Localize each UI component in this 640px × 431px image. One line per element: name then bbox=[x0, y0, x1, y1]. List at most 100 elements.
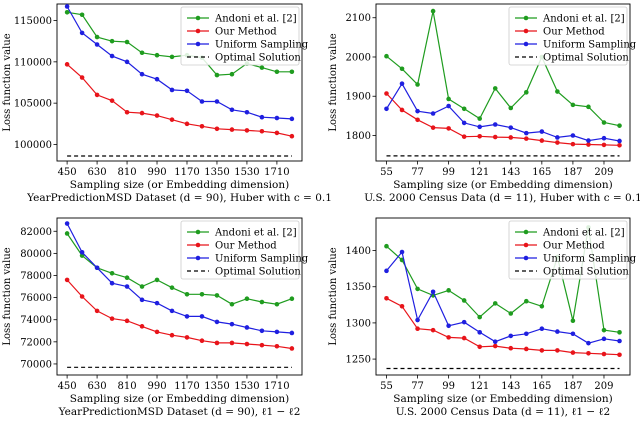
legend: Andoni et al. [2] Our Method Uniform Sampl… bbox=[180, 6, 309, 66]
data-point bbox=[184, 121, 190, 127]
data-point bbox=[384, 106, 389, 112]
legend-marker bbox=[195, 255, 201, 261]
x-tick-label: 990 bbox=[147, 167, 166, 178]
data-point bbox=[184, 335, 190, 340]
data-point bbox=[64, 277, 70, 283]
data-point bbox=[539, 348, 545, 353]
chart-caption: YearPredictionMSD Dataset (d = 90), Hube… bbox=[26, 192, 332, 204]
y-tick-label: 1900 bbox=[346, 92, 371, 103]
legend-marker bbox=[523, 242, 529, 248]
plot-frame bbox=[375, 217, 631, 376]
data-point bbox=[289, 296, 295, 302]
data-point bbox=[477, 330, 482, 335]
legend-entry: Uniform Sampling bbox=[543, 254, 637, 265]
chart-caption: YearPredictionMSD Dataset (d = 90), ℓ1 −… bbox=[58, 406, 301, 418]
legend-marker bbox=[523, 229, 529, 235]
y-tick-label: 115000 bbox=[14, 16, 52, 27]
legend: Andoni et al. [2] Our Method Uniform Sampl… bbox=[508, 6, 637, 66]
legend-marker bbox=[195, 41, 201, 47]
data-point bbox=[109, 280, 115, 286]
data-point bbox=[214, 126, 220, 132]
y-tick-label: 76000 bbox=[20, 293, 52, 304]
legend-marker bbox=[523, 15, 529, 21]
y-axis-label: Loss function value bbox=[2, 247, 13, 345]
x-axis-label: Sampling size (or Embedding dimension) bbox=[393, 393, 612, 405]
x-tick-label: 187 bbox=[563, 167, 582, 178]
data-point bbox=[524, 136, 529, 141]
data-point bbox=[601, 142, 607, 148]
data-point bbox=[617, 338, 622, 344]
legend-entry: Our Method bbox=[543, 241, 605, 252]
data-point bbox=[124, 275, 130, 281]
data-point bbox=[154, 329, 160, 335]
y-tick-label: 110000 bbox=[14, 57, 52, 68]
data-point bbox=[415, 286, 420, 292]
plot-frame bbox=[56, 3, 303, 162]
data-point bbox=[555, 89, 560, 94]
y-tick-label: 82000 bbox=[20, 227, 52, 238]
data-point bbox=[570, 133, 576, 138]
y-axis-label: Loss function value bbox=[328, 33, 339, 131]
data-point bbox=[492, 343, 498, 349]
data-point bbox=[79, 294, 85, 299]
legend-entry: Uniform Sampling bbox=[543, 40, 637, 51]
chart-panel-3: 450 630 810 990 1170 1350 1530 1710 70000 72000 74… bbox=[2, 217, 309, 418]
data-point bbox=[64, 231, 70, 236]
x-tick-label: 450 bbox=[58, 167, 77, 178]
data-point bbox=[430, 111, 436, 116]
data-point bbox=[539, 138, 545, 143]
data-point bbox=[154, 277, 160, 283]
legend-entry: Optimal Solution bbox=[543, 267, 629, 278]
data-point bbox=[139, 71, 145, 77]
x-tick-label: 1170 bbox=[174, 167, 199, 178]
data-point bbox=[399, 107, 405, 113]
data-point bbox=[461, 120, 467, 126]
data-point bbox=[199, 291, 205, 297]
data-point bbox=[415, 108, 420, 114]
data-point bbox=[139, 284, 145, 289]
data-point bbox=[524, 298, 529, 304]
y-tick-label: 1300 bbox=[346, 318, 371, 329]
legend-entry: Andoni et al. [2] bbox=[214, 14, 297, 25]
data-point bbox=[289, 116, 295, 122]
y-tick-label: 1800 bbox=[346, 131, 371, 142]
data-point bbox=[94, 265, 100, 271]
series-uniform-sampling bbox=[64, 4, 295, 122]
data-point bbox=[229, 71, 235, 77]
y-tick-label: 70000 bbox=[20, 359, 52, 370]
plot-frame bbox=[375, 3, 631, 162]
legend: Andoni et al. [2] Our Method Uniform Sampl… bbox=[508, 220, 637, 280]
series-line bbox=[66, 63, 293, 137]
data-point bbox=[214, 99, 220, 104]
x-tick-label: 630 bbox=[88, 167, 107, 178]
x-tick-label: 165 bbox=[532, 167, 551, 178]
data-point bbox=[124, 59, 130, 65]
data-point bbox=[124, 39, 130, 45]
data-point bbox=[524, 130, 529, 136]
series-uniform-sampling bbox=[384, 81, 622, 144]
data-point bbox=[214, 340, 220, 346]
y-tick-label: 100000 bbox=[14, 140, 52, 151]
data-point bbox=[555, 140, 560, 145]
data-point bbox=[492, 301, 498, 306]
legend-entry: Optimal Solution bbox=[215, 267, 301, 278]
data-point bbox=[214, 319, 220, 325]
y-axis-label: Loss function value bbox=[328, 247, 339, 345]
data-point bbox=[169, 285, 175, 290]
data-point bbox=[539, 326, 545, 331]
x-tick-label: 209 bbox=[594, 167, 613, 178]
data-point bbox=[492, 86, 498, 91]
data-point bbox=[399, 249, 405, 255]
data-point bbox=[229, 301, 235, 307]
data-point bbox=[94, 308, 100, 314]
chart-caption: U.S. 2000 Census Data (d = 11), Huber wi… bbox=[364, 192, 640, 204]
x-tick-label: 630 bbox=[88, 381, 107, 392]
data-point bbox=[109, 38, 115, 44]
data-point bbox=[79, 75, 85, 80]
data-point bbox=[415, 82, 420, 87]
data-point bbox=[274, 69, 280, 75]
data-point bbox=[64, 221, 70, 226]
series-line bbox=[386, 93, 620, 146]
data-point bbox=[508, 105, 514, 111]
y-tick-label: 80000 bbox=[20, 249, 52, 260]
